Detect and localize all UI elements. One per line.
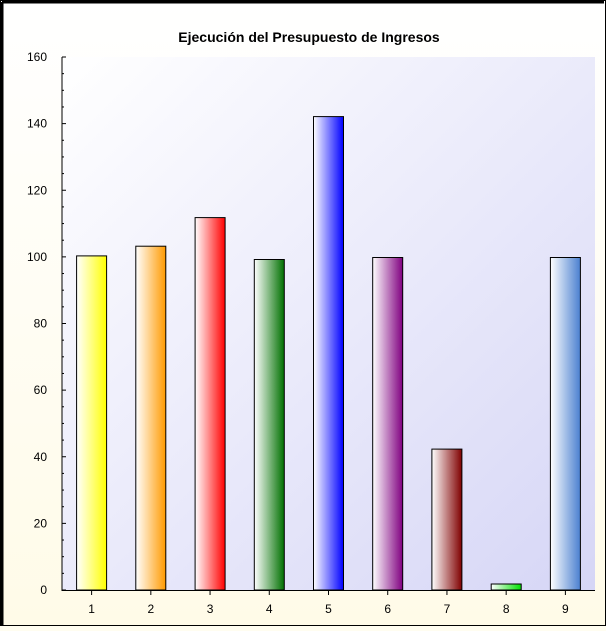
x-tick-label: 1 xyxy=(88,602,95,616)
bar-3 xyxy=(194,217,226,591)
y-tick-label: 60 xyxy=(34,383,48,397)
x-tick-label: 4 xyxy=(266,602,273,616)
y-tick-label: 100 xyxy=(27,250,47,264)
x-tick-label: 8 xyxy=(503,602,510,616)
x-tick-label: 2 xyxy=(147,602,154,616)
bars-layer xyxy=(76,116,581,591)
bar-6 xyxy=(372,257,404,591)
bar-8 xyxy=(490,583,522,591)
x-axis-ticks: 1 2 3 4 5 6 7 8 9 xyxy=(88,590,569,616)
x-tick-label: 5 xyxy=(325,602,332,616)
bar-9 xyxy=(549,257,581,591)
x-tick-label: 7 xyxy=(444,602,451,616)
y-tick-label: 20 xyxy=(34,516,48,530)
y-tick-label: 160 xyxy=(27,50,47,64)
y-tick-label: 120 xyxy=(27,183,47,197)
x-tick-label: 3 xyxy=(207,602,214,616)
y-tick-label: 40 xyxy=(34,450,48,464)
bar-5 xyxy=(313,116,344,591)
bar-1 xyxy=(76,255,108,591)
y-tick-label: 0 xyxy=(40,583,47,597)
bar-7 xyxy=(431,448,463,591)
bar-2 xyxy=(135,245,167,591)
bar-4 xyxy=(253,259,285,591)
y-tick-label: 80 xyxy=(34,317,48,331)
x-tick-label: 9 xyxy=(562,602,569,616)
x-tick-label: 6 xyxy=(384,602,391,616)
y-axis-ticks: 0 20 40 60 80 100 120 140 160 xyxy=(27,50,66,597)
chart-title: Ejecución del Presupuesto de Ingresos xyxy=(178,29,440,45)
y-tick-label: 140 xyxy=(27,117,47,131)
